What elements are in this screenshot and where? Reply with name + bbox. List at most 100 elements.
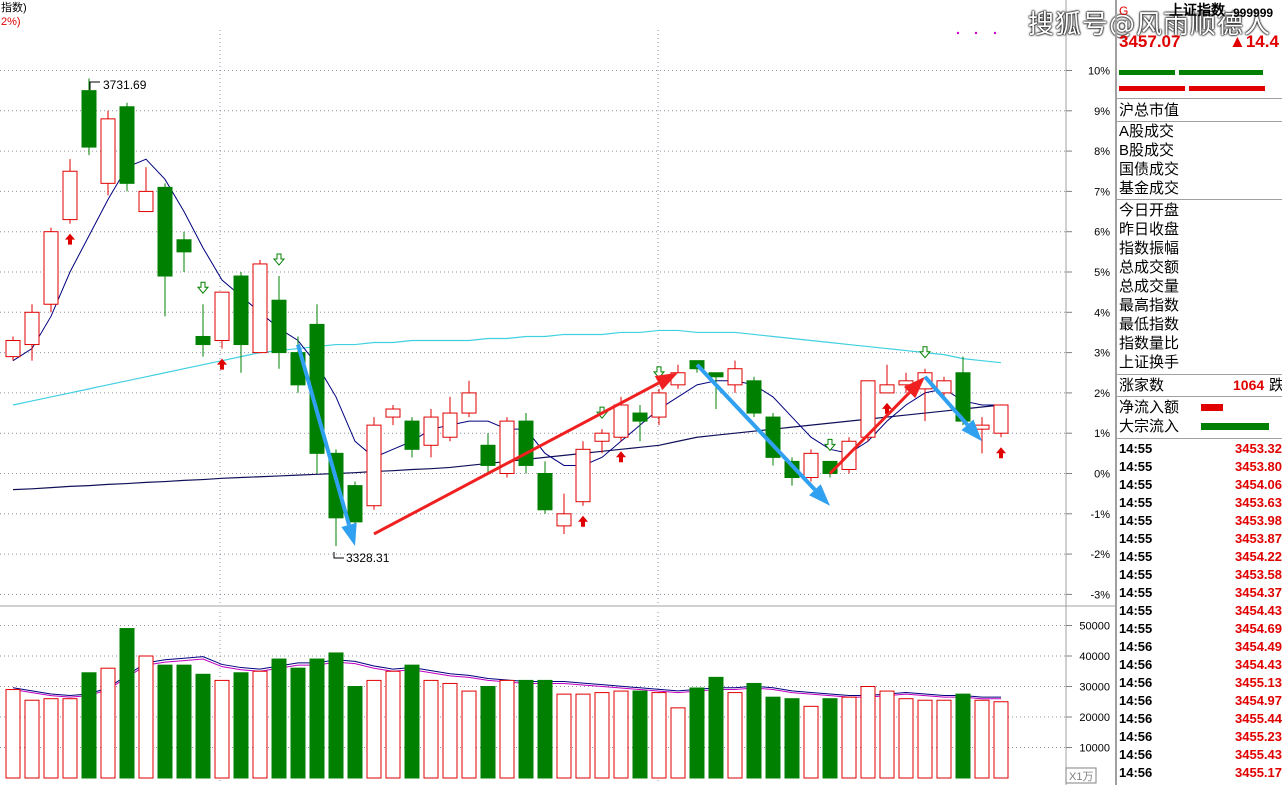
volume-bar-up (5, 689, 21, 779)
volume-bar-up (594, 692, 610, 779)
kline-chart[interactable]: 10% 9% 8% 7% 6% 5% 4% 3% 2% 1% 0% -1% -2% -3% 50000 40… (0, 0, 1115, 785)
trend-arrow-head (903, 376, 925, 399)
volume-unit-box (1065, 767, 1097, 784)
volume-bar-up (366, 679, 382, 779)
buy-signal-icon (616, 451, 626, 463)
trend-arrow-head (654, 372, 678, 391)
rising-value: 1064 (1233, 377, 1265, 393)
volume-bar-down (271, 658, 287, 779)
price-axis-label: 6% (1094, 227, 1110, 239)
trend-arrow-shaft (373, 381, 660, 536)
volume-bar-up (385, 670, 401, 779)
g-label: G (1119, 4, 1129, 18)
volume-bar-up (993, 701, 1009, 779)
index-label-fragment: 指数) (1, 0, 27, 14)
candle-up (138, 190, 154, 213)
tick-price: 3455.44 (1235, 711, 1282, 726)
block-inflow-label: 大宗流入 (1119, 418, 1180, 435)
price-axis-label: 0% (1094, 469, 1110, 481)
volume-bar-down (480, 686, 496, 779)
volume-bars (5, 628, 1009, 779)
tick-row: 14:55 3454.06 (1117, 477, 1282, 495)
tick-time: 14:55 (1119, 621, 1153, 636)
price-axis: 10% 9% 8% 7% 6% 5% 4% 3% 2% 1% 0% -1% -2% -3% (1066, 66, 1110, 601)
kline-chart-area[interactable]: 10% 9% 8% 7% 6% 5% 4% 3% 2% 1% 0% -1% -2% -3% 50000 40… (0, 0, 1115, 785)
volume-bar-up (841, 696, 857, 779)
candle-down (784, 460, 800, 479)
volume-bar-down (328, 652, 344, 779)
tick-price: 3454.69 (1235, 621, 1282, 636)
volume-bar-down (233, 672, 249, 779)
candle-down (518, 420, 534, 466)
price-axis-label: 2% (1094, 388, 1110, 400)
candle-up (879, 384, 895, 394)
tick-time: 14:56 (1119, 765, 1153, 780)
tick-row: 14:55 3453.80 (1117, 459, 1282, 477)
price-axis-label: 4% (1094, 307, 1110, 319)
volume-bar-up (24, 699, 40, 779)
tick-time: 14:55 (1119, 459, 1153, 474)
volume-bar-down (708, 676, 724, 779)
price-axis-label: 7% (1094, 186, 1110, 198)
candle-down (632, 412, 648, 422)
buy-signal-icon (882, 402, 892, 414)
trend-arrow-head (961, 419, 982, 442)
volume-bar-up (974, 699, 990, 779)
volume-bar-up (423, 679, 439, 779)
volume-bar-up (214, 679, 230, 779)
volume-axis-label: 40000 (1079, 651, 1110, 663)
candle-up (24, 311, 40, 346)
candle-up (214, 291, 230, 342)
tick-price: 3453.87 (1235, 531, 1282, 546)
volume-bar-down (195, 673, 211, 779)
tick-row: 14:56 3455.17 (1117, 765, 1282, 783)
tick-time: 14:55 (1119, 441, 1153, 456)
volume-bar-up (442, 682, 458, 779)
candle-up (366, 424, 382, 507)
tick-time: 14:55 (1119, 513, 1153, 528)
candles (5, 78, 1009, 547)
candle-up (62, 170, 78, 221)
tick-row: 14:56 3455.23 (1117, 729, 1282, 747)
tick-time: 14:55 (1119, 603, 1153, 618)
volume-bar-up (62, 698, 78, 779)
volume-bar-down (157, 664, 173, 779)
candle-up (651, 392, 667, 418)
volume-bar-down (290, 667, 306, 779)
volume-bar-down (537, 679, 553, 779)
tick-time: 14:55 (1119, 567, 1153, 582)
indicator-dot (974, 31, 978, 35)
candle-down (195, 335, 211, 346)
candle-up (613, 404, 629, 438)
volume-bar-down (81, 672, 97, 779)
volume-bar-up (43, 698, 59, 779)
candle-down (157, 186, 173, 277)
volume-bar-down (822, 698, 838, 779)
candle-up (575, 448, 591, 503)
low-annotation: 3328.31 (346, 551, 390, 565)
tick-row: 14:56 3455.44 (1117, 711, 1282, 729)
volume-bar-up (879, 690, 895, 779)
tick-time: 14:56 (1119, 639, 1153, 654)
tick-row: 14:55 3453.63 (1117, 495, 1282, 513)
candle-down (537, 473, 553, 511)
trend-arrow-shaft (923, 375, 969, 427)
candle-up (385, 408, 401, 418)
tick-row: 14:56 3454.43 (1117, 657, 1282, 675)
tick-price: 3455.43 (1235, 747, 1282, 762)
tick-price: 3455.17 (1235, 765, 1282, 780)
volume-bar-down (746, 682, 762, 779)
tick-row: 14:56 3454.97 (1117, 693, 1282, 711)
candle-down (708, 372, 724, 378)
trade-field-a: A股成交 (1119, 123, 1175, 140)
candle-up (442, 412, 458, 438)
pct-fragment: 2%) (1, 16, 21, 28)
tick-price: 3454.37 (1235, 585, 1282, 600)
trade-field-fund: 基金成交 (1119, 180, 1180, 197)
market-cap-label: 沪总市值 (1119, 102, 1180, 119)
net-inflow-label: 净流入额 (1119, 399, 1180, 416)
tick-row: 14:55 3453.98 (1117, 513, 1282, 531)
sell-signal-icon (918, 346, 932, 359)
price-axis-label: -2% (1090, 549, 1110, 561)
price-axis-label: 9% (1094, 106, 1110, 118)
